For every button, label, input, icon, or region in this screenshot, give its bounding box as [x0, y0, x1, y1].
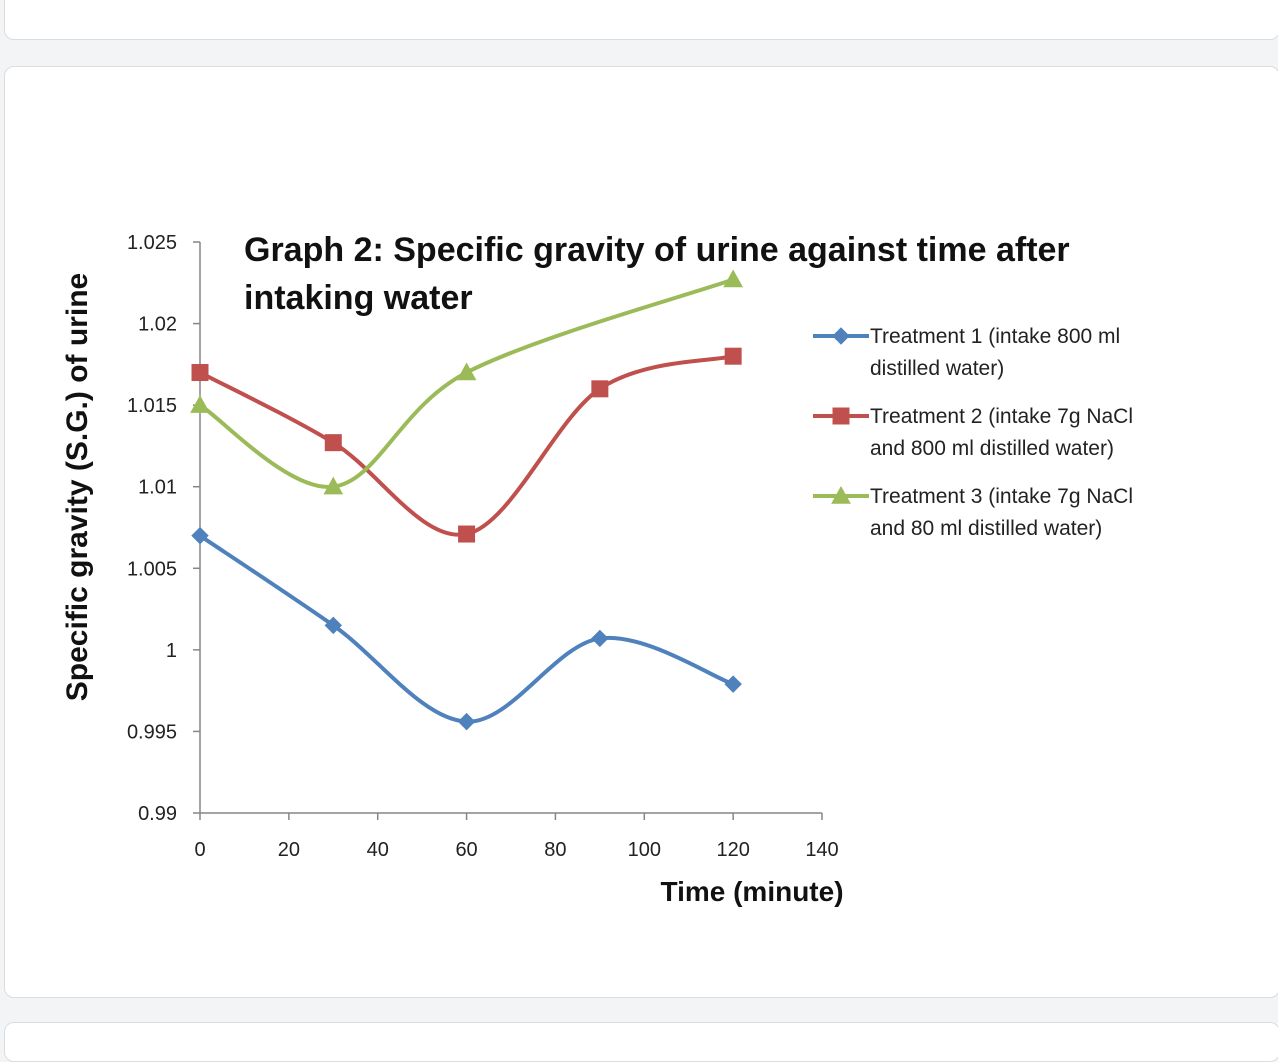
legend-item-2: Treatment 2 (intake 7g NaCl and 800 ml di…	[813, 405, 1133, 460]
series-3-point	[323, 476, 344, 495]
line-chart: 0.99 0.995 1 1.005 1.01 1.015 1.02 1.025 0 20 40 60…	[61, 231, 1133, 907]
legend-label-line-2: and 80 ml distilled water)	[870, 517, 1102, 540]
series-2-line	[198, 354, 736, 537]
series-3	[190, 269, 743, 495]
y-tick-label: 1.015	[127, 395, 177, 417]
series-3-point	[190, 395, 210, 413]
x-tick-label: 40	[367, 839, 389, 861]
x-tick-label: 100	[628, 839, 661, 861]
legend-label-line-1: Treatment 2 (intake 7g NaCl	[870, 405, 1133, 428]
y-tick-label: 1.005	[127, 558, 177, 580]
y-axis-title: Specific gravity (S.G.) of urine	[61, 273, 94, 701]
series-2	[191, 347, 742, 543]
series-3-line	[198, 277, 736, 489]
series-1-point	[191, 526, 209, 545]
y-tick-label: 0.995	[127, 721, 177, 743]
x-tick-label: 120	[716, 839, 749, 861]
series-1-point	[724, 675, 742, 693]
legend-swatch-marker	[832, 327, 850, 345]
series-2-point	[458, 525, 476, 543]
legend-label-line-2: and 800 ml distilled water)	[870, 437, 1114, 460]
chart-legend: Treatment 1 (intake 800 ml distilled wate…	[813, 325, 1133, 540]
series-1-point	[324, 616, 342, 635]
series-1	[191, 526, 742, 731]
x-tick-label: 20	[278, 839, 300, 861]
series-1-point	[457, 712, 476, 731]
series-3-point	[456, 362, 477, 381]
series-2-point	[591, 380, 609, 398]
x-tick-label: 0	[194, 839, 205, 861]
y-tick-label: 1.025	[127, 232, 177, 254]
x-axis-title: Time (minute)	[660, 876, 843, 907]
series-3-point	[723, 269, 743, 288]
legend-label-line-1: Treatment 3 (intake 7g NaCl	[870, 485, 1133, 508]
chart-card	[4, 66, 1278, 998]
y-tick-label: 1.02	[138, 314, 177, 336]
chart-title-line-1: Graph 2: Specific gravity of urine again…	[244, 231, 1070, 269]
top-card	[4, 0, 1278, 40]
series-2-point	[191, 364, 209, 382]
x-tick-label: 140	[805, 839, 838, 861]
chart-series	[190, 269, 743, 731]
chart-title-line-2: intaking water	[244, 279, 473, 317]
chart-axes: 0.99 0.995 1 1.005 1.01 1.015 1.02 1.025 0 20 40 60…	[127, 232, 839, 861]
series-2-point	[324, 434, 342, 452]
legend-item-3: Treatment 3 (intake 7g NaCl and 80 ml dis…	[813, 485, 1133, 540]
series-2-point	[724, 347, 742, 365]
x-tick-label: 80	[544, 839, 566, 861]
legend-label-line-1: Treatment 1 (intake 800 ml	[870, 325, 1120, 348]
y-tick-label: 1.01	[138, 477, 177, 499]
legend-swatch-marker	[832, 407, 850, 425]
x-tick-label: 60	[455, 839, 477, 861]
legend-label-line-2: distilled water)	[870, 357, 1004, 380]
y-tick-label: 0.99	[138, 803, 177, 825]
legend-swatch-marker	[831, 485, 851, 504]
series-1-line	[198, 533, 736, 724]
y-tick-label: 1	[166, 640, 177, 662]
legend-item-1: Treatment 1 (intake 800 ml distilled wate…	[813, 325, 1120, 380]
series-1-point	[591, 629, 609, 648]
